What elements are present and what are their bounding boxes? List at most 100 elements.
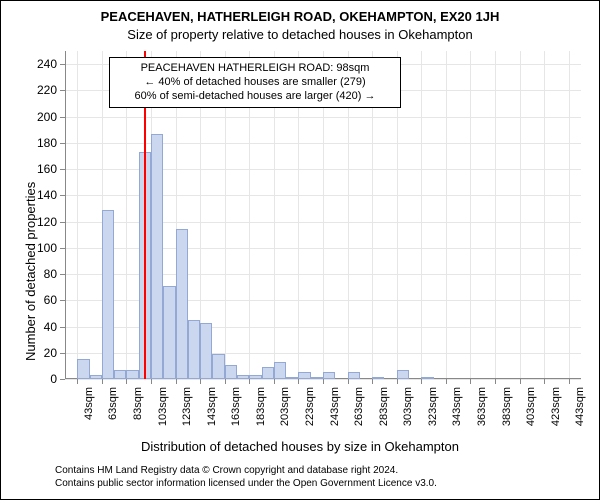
y-tick-label: 140 (17, 188, 57, 202)
x-tick (176, 379, 177, 384)
chart-container: PEACEHAVEN, HATHERLEIGH ROAD, OKEHAMPTON… (0, 0, 600, 500)
x-tick (249, 379, 250, 384)
x-gridline (520, 51, 521, 379)
x-tick (470, 379, 471, 384)
y-tick-label: 20 (17, 346, 57, 360)
histogram-bar (77, 359, 89, 379)
histogram-bar (348, 372, 360, 379)
histogram-bar (286, 377, 298, 379)
x-tick-label: 143sqm (206, 387, 218, 437)
histogram-bar (176, 229, 188, 379)
x-gridline (421, 51, 422, 379)
x-gridline (495, 51, 496, 379)
histogram-bar (151, 134, 163, 379)
x-tick (77, 379, 78, 384)
histogram-bar (188, 320, 200, 379)
x-tick-label: 303sqm (402, 387, 414, 437)
y-tick-label: 120 (17, 215, 57, 229)
x-tick (372, 379, 373, 384)
chart-subtitle: Size of property relative to detached ho… (1, 27, 599, 42)
x-tick-label: 103sqm (157, 387, 169, 437)
x-tick-label: 343sqm (451, 387, 463, 437)
histogram-bar (397, 370, 409, 379)
x-tick-label: 383sqm (501, 387, 513, 437)
x-gridline (470, 51, 471, 379)
histogram-bar (421, 377, 433, 379)
y-tick-label: 100 (17, 241, 57, 255)
annotation-line: 60% of semi-detached houses are larger (… (116, 90, 394, 104)
x-tick-label: 323sqm (427, 387, 439, 437)
x-tick-label: 423sqm (550, 387, 562, 437)
x-tick (446, 379, 447, 384)
y-tick-label: 160 (17, 162, 57, 176)
histogram-bar (323, 372, 335, 379)
x-tick-label: 163sqm (230, 387, 242, 437)
y-tick-label: 220 (17, 83, 57, 97)
x-tick-label: 443sqm (574, 387, 586, 437)
x-tick (495, 379, 496, 384)
axis-line (65, 51, 66, 379)
x-tick (151, 379, 152, 384)
x-gridline (544, 51, 545, 379)
footer-attribution: Contains HM Land Registry data © Crown c… (55, 465, 437, 490)
x-tick (569, 379, 570, 384)
x-tick (274, 379, 275, 384)
y-tick-label: 40 (17, 320, 57, 334)
x-gridline (446, 51, 447, 379)
x-gridline (569, 51, 570, 379)
histogram-bar (249, 375, 261, 379)
x-tick (298, 379, 299, 384)
x-tick-label: 363sqm (476, 387, 488, 437)
x-tick (126, 379, 127, 384)
histogram-bar (237, 375, 249, 379)
annotation-box: PEACEHAVEN HATHERLEIGH ROAD: 98sqm← 40% … (109, 57, 401, 108)
x-tick (225, 379, 226, 384)
histogram-bar (90, 375, 102, 379)
x-tick-label: 83sqm (132, 387, 144, 437)
x-tick (421, 379, 422, 384)
x-tick (323, 379, 324, 384)
histogram-bar (163, 286, 175, 379)
y-tick-label: 180 (17, 136, 57, 150)
histogram-bar (298, 372, 310, 379)
x-tick-label: 403sqm (525, 387, 537, 437)
x-tick-label: 183sqm (255, 387, 267, 437)
chart-title: PEACEHAVEN, HATHERLEIGH ROAD, OKEHAMPTON… (1, 9, 599, 24)
x-tick-label: 123sqm (181, 387, 193, 437)
histogram-bar (311, 377, 323, 379)
x-tick (397, 379, 398, 384)
x-tick-label: 223sqm (304, 387, 316, 437)
y-tick-label: 80 (17, 267, 57, 281)
x-axis-label: Distribution of detached houses by size … (1, 439, 599, 454)
histogram-bar (372, 377, 384, 379)
x-tick (520, 379, 521, 384)
x-tick (102, 379, 103, 384)
annotation-line: ← 40% of detached houses are smaller (27… (116, 76, 394, 90)
histogram-bar (262, 367, 274, 379)
x-tick-label: 43sqm (83, 387, 95, 437)
x-tick-label: 263sqm (353, 387, 365, 437)
footer-line: Contains public sector information licen… (55, 478, 437, 491)
x-tick-label: 243sqm (329, 387, 341, 437)
histogram-bar (200, 323, 212, 379)
y-tick (60, 379, 65, 380)
x-tick-label: 63sqm (107, 387, 119, 437)
x-tick (348, 379, 349, 384)
histogram-bar (225, 365, 237, 379)
y-tick-label: 240 (17, 57, 57, 71)
annotation-line: PEACEHAVEN HATHERLEIGH ROAD: 98sqm (116, 62, 394, 76)
x-gridline (77, 51, 78, 379)
histogram-bar (274, 362, 286, 379)
x-tick (544, 379, 545, 384)
y-tick-label: 0 (17, 372, 57, 386)
y-tick-label: 200 (17, 110, 57, 124)
histogram-bar (212, 354, 224, 379)
footer-line: Contains HM Land Registry data © Crown c… (55, 465, 437, 478)
histogram-bar (126, 370, 138, 379)
histogram-bar (114, 370, 126, 379)
x-tick-label: 203sqm (279, 387, 291, 437)
y-tick-label: 60 (17, 293, 57, 307)
histogram-bar (102, 210, 114, 379)
x-tick-label: 283sqm (378, 387, 390, 437)
x-tick (200, 379, 201, 384)
